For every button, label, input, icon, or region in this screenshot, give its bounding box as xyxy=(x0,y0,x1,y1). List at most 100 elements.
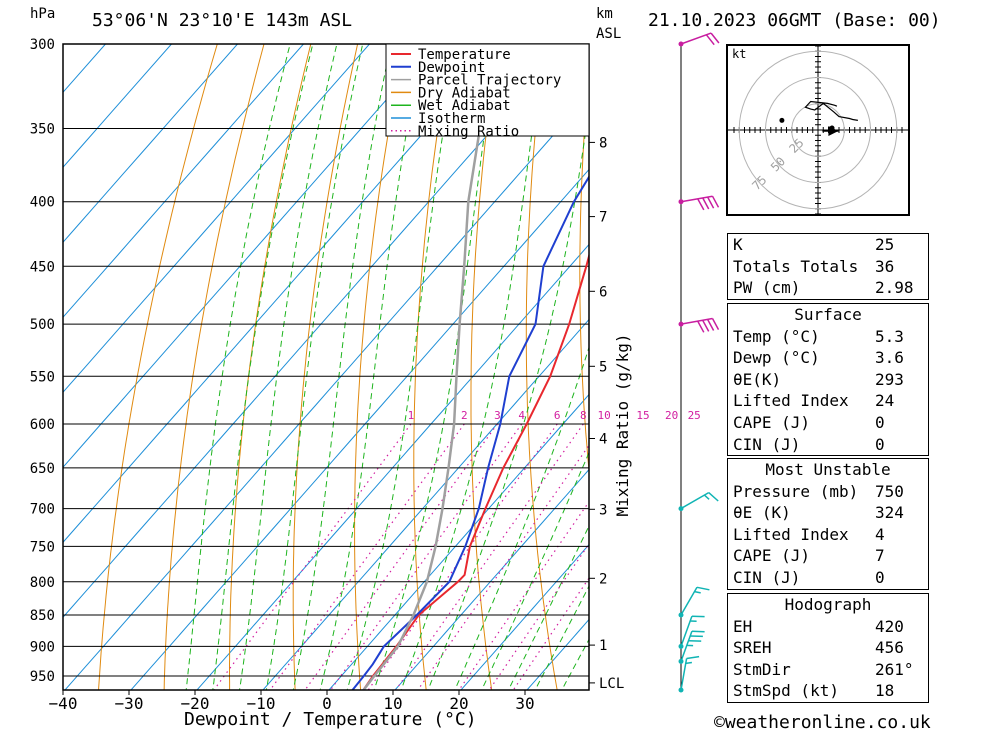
x-tick-label: 0 xyxy=(322,694,332,713)
wind-barb xyxy=(678,655,700,693)
wind-barb-staff xyxy=(680,317,713,325)
x-tick-label: −40 xyxy=(49,694,78,713)
wind-barb xyxy=(678,630,705,664)
x-tick-label: −20 xyxy=(181,694,210,713)
mixing-ratio-label: 8 xyxy=(580,409,587,422)
index-row: θE (K) 324 xyxy=(728,502,928,524)
index-value: 2.98 xyxy=(875,278,914,298)
pressure-tick-label: 900 xyxy=(30,639,55,655)
index-label: CIN (J) xyxy=(733,434,801,454)
pressure-tick-label: 300 xyxy=(30,37,55,53)
table-heading: Most Unstable xyxy=(765,460,891,479)
isotherm-line xyxy=(328,393,589,690)
wind-barb-dot xyxy=(678,41,684,47)
hodograph-trace xyxy=(804,100,859,121)
copyright-link[interactable]: ©weatheronline.co.uk xyxy=(714,712,931,733)
mixing-ratio-line xyxy=(512,577,589,690)
wet-adiabat-line xyxy=(292,44,392,690)
index-label: K xyxy=(733,235,743,254)
height-ref-label: ASL xyxy=(596,26,622,42)
hodograph-ring xyxy=(738,50,898,210)
hodograph-point xyxy=(779,117,785,123)
indices-top-table: K 25 Totals Totals 36 PW (cm) 2.98 xyxy=(727,233,929,300)
pressure-tick-label: 450 xyxy=(30,259,55,275)
wind-barb-flag xyxy=(711,318,720,330)
index-label: SREH xyxy=(733,638,772,658)
pressure-tick-label: 700 xyxy=(30,502,55,518)
wind-barb-flag xyxy=(697,320,705,333)
mixing-ratio-label: 1 xyxy=(408,409,415,422)
index-value: 5.3 xyxy=(875,326,904,346)
legend-box xyxy=(385,43,590,137)
height-tick-label: 4 xyxy=(599,432,607,448)
index-value: 4 xyxy=(875,524,885,544)
wind-barb-staff xyxy=(680,195,713,203)
wet-adiabat-line xyxy=(319,44,423,690)
index-label: θE(K) xyxy=(733,369,782,389)
pressure-tick-label: 750 xyxy=(30,539,55,555)
wind-barb-staff xyxy=(680,631,693,662)
mixing-ratio-label: 25 xyxy=(688,409,701,422)
height-tick-label: LCL xyxy=(599,676,624,692)
mixing-ratio-label: 6 xyxy=(554,409,561,422)
index-row: CAPE (J) 0 xyxy=(728,412,928,434)
index-value: 0 xyxy=(875,567,885,587)
index-row: Totals Totals 36 xyxy=(728,256,928,278)
wind-barb-flag xyxy=(696,586,710,591)
wind-barb xyxy=(678,317,720,333)
index-label: Dewp (°C) xyxy=(733,348,820,368)
isotherm-line xyxy=(262,318,589,690)
table-heading: Surface xyxy=(794,305,862,324)
height-tick-label: 3 xyxy=(599,502,607,518)
wet-adiabat-line xyxy=(212,44,314,690)
pressure-tick-label: 350 xyxy=(30,122,55,138)
mixing-ratio-label: 4 xyxy=(518,409,525,422)
isotherm-line xyxy=(460,543,589,690)
index-label: Totals Totals xyxy=(733,256,859,276)
wind-barb-flag xyxy=(697,198,705,211)
index-value: 25 xyxy=(875,235,895,254)
mixing-ratio-axis-label: Mixing Ratio (g/kg) xyxy=(613,333,632,516)
wind-barb xyxy=(678,586,710,618)
wind-barb-dot xyxy=(678,612,684,618)
mixing-ratio-line xyxy=(213,423,412,690)
mixing-ratio-line xyxy=(269,423,465,690)
legend-entry: Mixing Ratio xyxy=(418,124,519,140)
pressure-tick-label: 500 xyxy=(30,317,55,333)
hodograph-unit-label: kt xyxy=(732,47,746,61)
legend-entry: Parcel Trajectory xyxy=(418,73,561,89)
isotherm-line xyxy=(394,468,589,690)
wind-barb xyxy=(678,32,720,47)
index-row: Dewp (°C) 3.6 xyxy=(728,347,928,369)
isotherm-line xyxy=(63,44,173,169)
index-row: CAPE (J) 7 xyxy=(728,545,928,567)
dewpoint-profile xyxy=(351,174,589,690)
wind-barb-half xyxy=(685,661,693,665)
parcel-trajectory xyxy=(362,44,490,690)
x-tick-label: 20 xyxy=(449,694,468,713)
height-tick-label: 1 xyxy=(599,638,607,654)
x-tick-label: 10 xyxy=(383,694,402,713)
legend-entry: Dry Adiabat xyxy=(418,85,511,101)
height-tick-label: 6 xyxy=(599,284,607,300)
wind-barb-dot xyxy=(678,687,684,693)
index-label: CAPE (J) xyxy=(733,412,811,432)
dry-adiabat-line xyxy=(632,6,692,704)
index-label: θE (K) xyxy=(733,503,791,523)
wind-barb-flag xyxy=(708,492,719,502)
mixing-ratio-label: 15 xyxy=(636,409,649,422)
pressure-tick-label: 950 xyxy=(30,669,55,685)
wind-barb-dot xyxy=(678,199,684,205)
dry-adiabat-line xyxy=(917,6,1000,704)
x-tick-label: 30 xyxy=(515,694,534,713)
plot-frame xyxy=(62,43,590,691)
index-value: 261° xyxy=(875,659,914,679)
index-row: Temp (°C) 5.3 xyxy=(728,326,928,348)
height-tick-label: 2 xyxy=(599,571,607,587)
index-value: 420 xyxy=(875,616,904,636)
index-value: 0 xyxy=(875,412,885,432)
wind-barb-staff xyxy=(680,491,710,510)
wind-barb-half xyxy=(703,494,710,500)
pressure-tick-label: 650 xyxy=(30,461,55,477)
